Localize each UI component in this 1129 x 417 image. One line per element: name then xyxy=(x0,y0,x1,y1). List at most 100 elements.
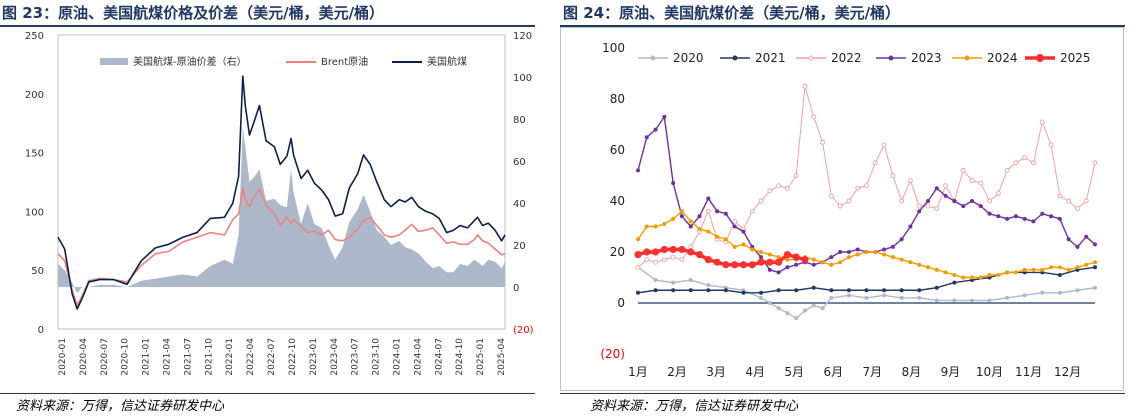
legend-label-spread: 美国航煤-原油价差（右） xyxy=(133,55,247,68)
x-tick-label: 2021-07 xyxy=(183,338,193,376)
left-y-tick-label: 0 xyxy=(38,325,44,336)
point-2022 xyxy=(969,178,975,184)
point-2024 xyxy=(653,224,658,229)
x-tick-label: 7月 xyxy=(863,365,883,379)
point-2021 xyxy=(723,288,728,293)
x-tick-label: 2024-01 xyxy=(392,338,402,376)
point-2020 xyxy=(829,295,834,300)
point-2020 xyxy=(802,308,807,313)
point-2023 xyxy=(987,211,992,216)
x-tick-label: 2025-04 xyxy=(497,338,507,376)
point-2022 xyxy=(828,193,834,199)
y-tick-label: 60 xyxy=(610,143,625,157)
series-line-2024 xyxy=(637,210,1096,279)
point-2024 xyxy=(917,262,922,267)
point-2020 xyxy=(653,278,658,283)
point-2023 xyxy=(636,168,640,173)
point-2022 xyxy=(987,198,992,204)
point-2023 xyxy=(899,237,904,242)
point-2024 xyxy=(1066,267,1071,272)
point-2022 xyxy=(872,160,878,166)
point-2020 xyxy=(882,293,887,298)
point-2022 xyxy=(978,180,984,186)
point-2023 xyxy=(715,209,720,214)
point-2021 xyxy=(688,288,693,293)
point-2024 xyxy=(996,272,1001,277)
point-2022 xyxy=(1004,167,1010,173)
point-2022 xyxy=(670,254,676,260)
left-y-tick-label: 250 xyxy=(25,31,44,42)
point-2025 xyxy=(678,245,686,254)
x-tick-label: 2023-07 xyxy=(351,338,361,376)
point-2020 xyxy=(969,298,974,303)
point-2020 xyxy=(767,301,772,305)
point-2020 xyxy=(1075,288,1080,293)
point-2022 xyxy=(907,178,913,184)
point-2022 xyxy=(890,173,896,178)
point-2022 xyxy=(767,188,773,194)
point-2020 xyxy=(1022,293,1027,298)
point-2022 xyxy=(820,139,826,145)
point-2021 xyxy=(934,285,939,290)
point-2023 xyxy=(1093,242,1097,247)
point-2024 xyxy=(908,260,913,265)
point-2024 xyxy=(723,237,728,242)
point-2021 xyxy=(864,288,869,293)
point-2020 xyxy=(934,298,939,303)
point-2023 xyxy=(697,214,702,219)
y-tick-label: (20) xyxy=(600,347,625,361)
point-2022 xyxy=(881,142,887,148)
x-tick-label: 2021-01 xyxy=(142,338,152,376)
legend-label-2021: 2021 xyxy=(755,51,786,65)
x-tick-label: 2024-10 xyxy=(455,338,465,376)
point-2020 xyxy=(1005,295,1010,300)
point-2024 xyxy=(688,219,693,224)
point-2022 xyxy=(758,198,764,204)
x-tick-label: 9月 xyxy=(941,365,961,379)
point-2020 xyxy=(987,298,992,303)
point-2024 xyxy=(1049,265,1054,270)
point-2023 xyxy=(846,250,851,254)
y-tick-label: 20 xyxy=(610,245,625,259)
x-tick-label: 2024-07 xyxy=(434,338,444,376)
x-tick-label: 12月 xyxy=(1054,365,1081,379)
point-2022 xyxy=(705,208,711,214)
point-2021 xyxy=(794,288,799,293)
point-2025 xyxy=(651,248,660,256)
x-tick-label: 2021-04 xyxy=(163,338,173,376)
point-2022 xyxy=(811,114,817,120)
point-2023 xyxy=(653,127,658,132)
right-source-rule xyxy=(560,393,1125,394)
point-2022 xyxy=(776,183,782,189)
legend-label-2024: 2024 xyxy=(987,51,1018,65)
point-2020 xyxy=(952,298,957,303)
point-2023 xyxy=(926,199,931,203)
legend-marker-2021 xyxy=(732,55,738,61)
point-2023 xyxy=(811,262,816,267)
left-y-tick-label: 200 xyxy=(25,90,44,101)
series-line-2020 xyxy=(637,266,1096,319)
series-area-jet-brent-spread xyxy=(58,127,505,294)
point-2024 xyxy=(978,275,983,280)
point-2020 xyxy=(688,278,693,283)
point-2022 xyxy=(899,198,905,204)
x-tick-label: 2022-01 xyxy=(225,338,235,376)
point-2023 xyxy=(855,247,860,252)
point-2024 xyxy=(1075,265,1080,270)
point-2024 xyxy=(952,272,957,277)
point-2020 xyxy=(759,295,764,300)
point-2021 xyxy=(636,290,640,295)
point-2023 xyxy=(679,214,684,219)
right-chart-source: 资料来源：万得，信达证券研发中心 xyxy=(590,399,799,414)
point-2022 xyxy=(1083,198,1089,204)
point-2024 xyxy=(679,209,684,214)
point-2020 xyxy=(811,303,816,308)
x-tick-label: 10月 xyxy=(976,365,1003,379)
x-tick-label: 2025-01 xyxy=(476,338,486,376)
point-2023 xyxy=(732,224,737,229)
point-2023 xyxy=(706,196,711,201)
point-2021 xyxy=(706,288,711,293)
point-2022 xyxy=(1022,155,1028,161)
point-2025 xyxy=(792,253,800,261)
point-2025 xyxy=(713,258,721,266)
